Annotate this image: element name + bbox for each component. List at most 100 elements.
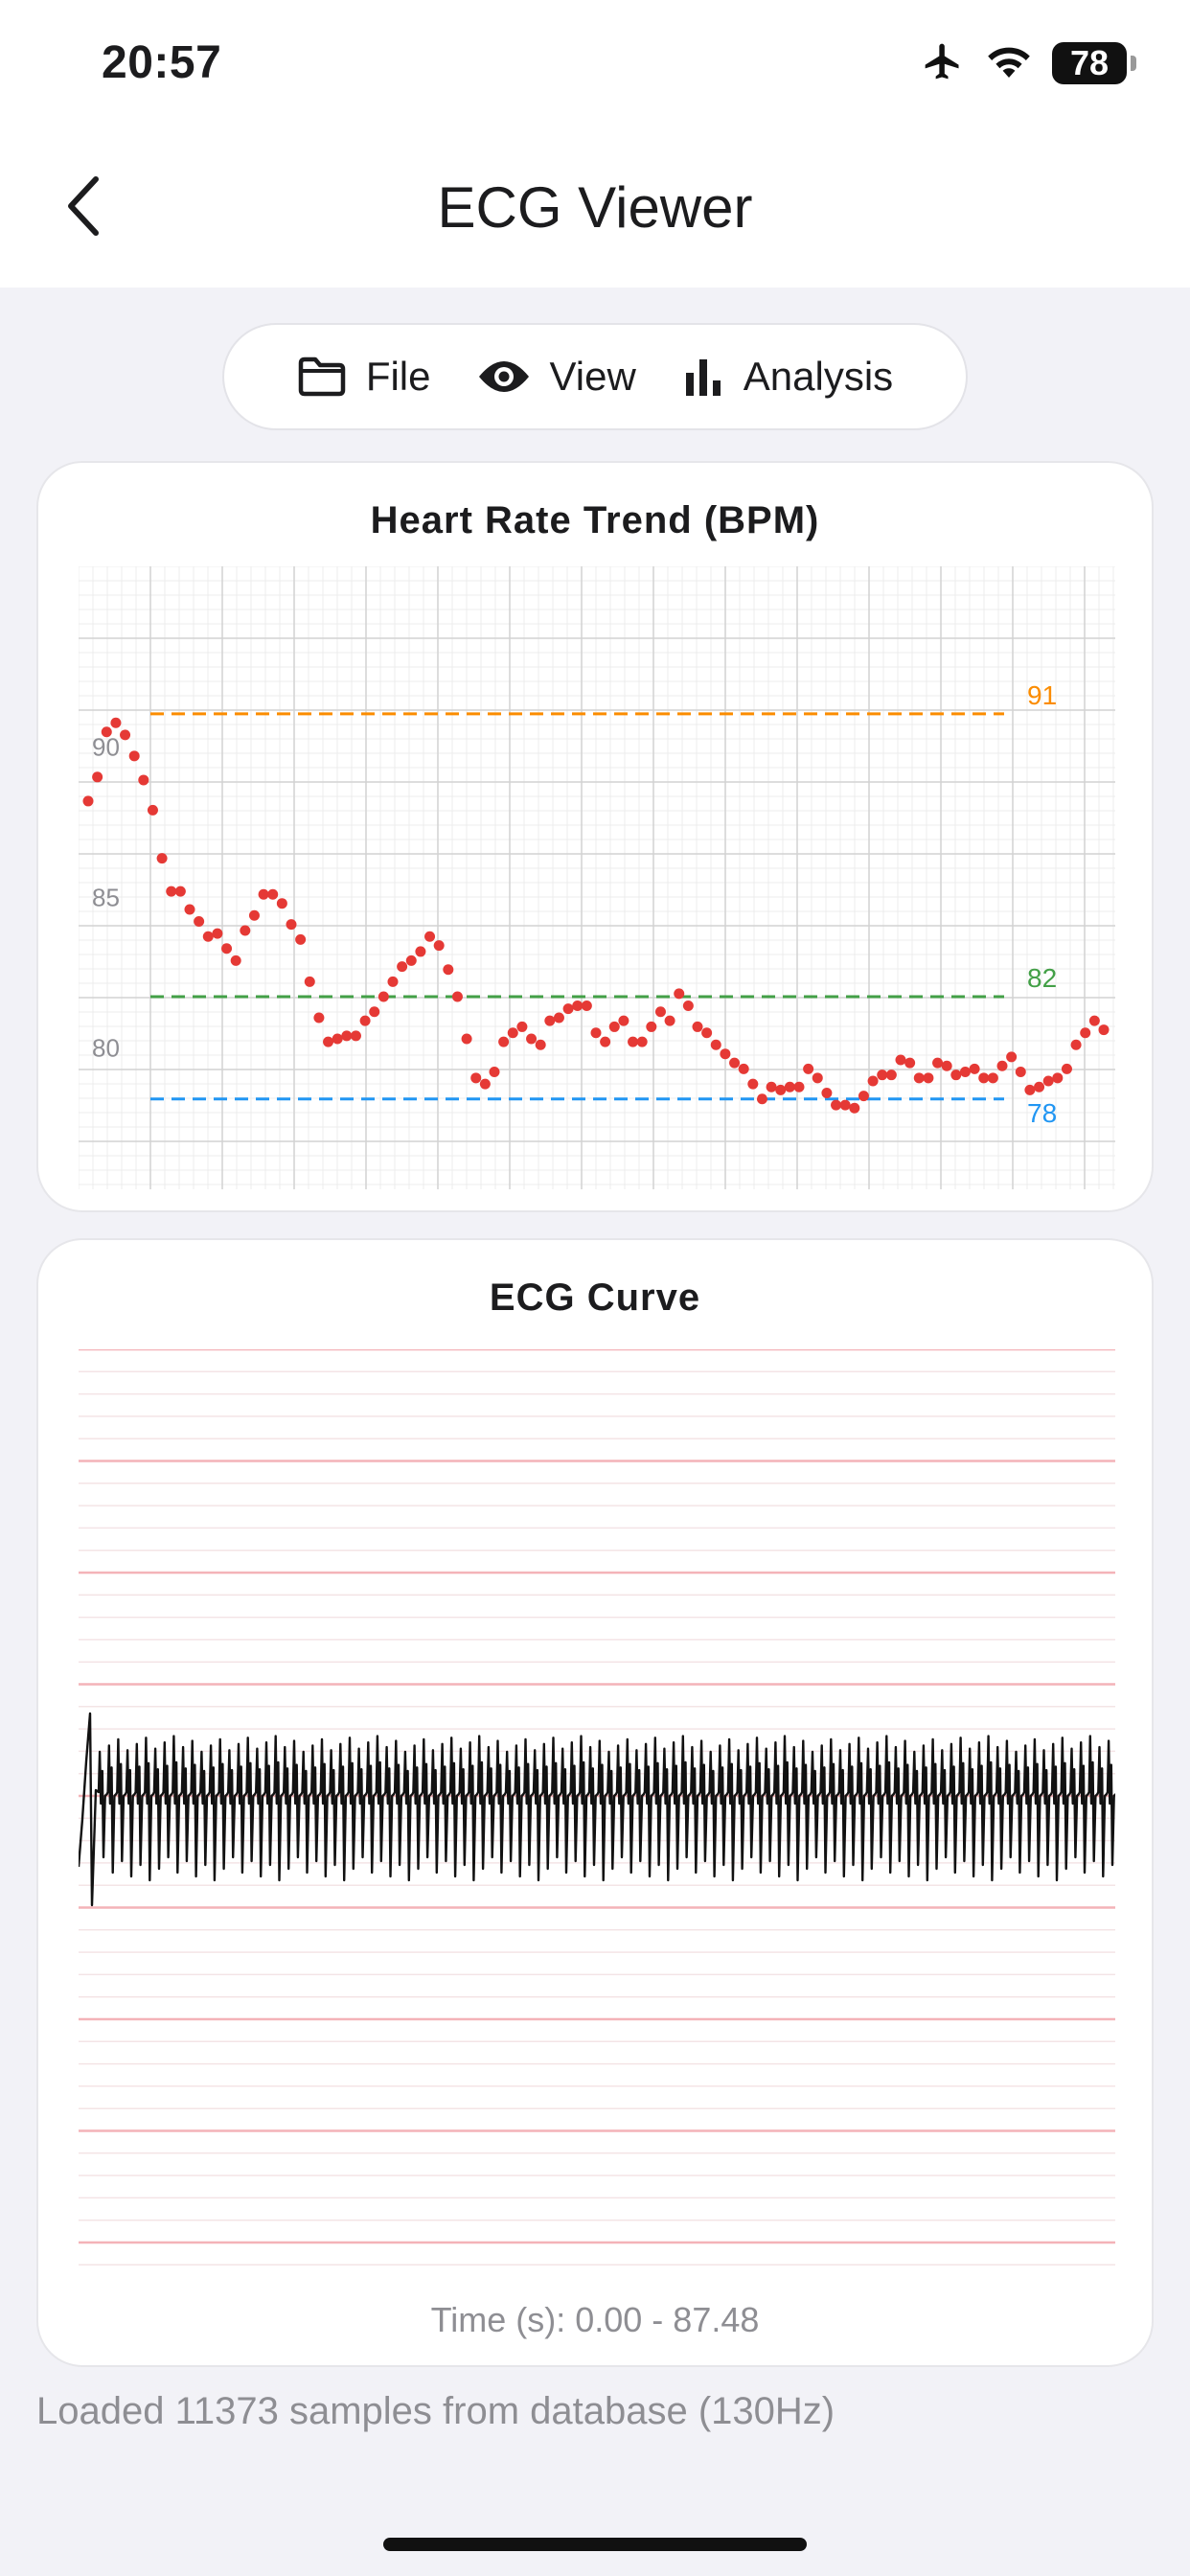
chevron-left-icon <box>68 176 99 236</box>
hr-data-point <box>120 729 131 741</box>
hr-data-point <box>313 1012 325 1024</box>
hr-data-point <box>194 916 205 928</box>
hr-data-point <box>424 931 436 942</box>
hr-data-point <box>387 976 399 987</box>
hr-data-point <box>923 1072 934 1084</box>
hr-data-point <box>553 1012 564 1024</box>
hr-data-point <box>147 804 158 816</box>
heart-rate-card: Heart Rate Trend (BPM) 80 85 90 91 82 78 <box>36 461 1154 1212</box>
hr-data-point <box>350 1030 361 1042</box>
hr-data-point <box>756 1093 767 1105</box>
hr-data-point <box>913 1072 925 1084</box>
analysis-button[interactable]: Analysis <box>682 354 893 400</box>
battery-icon: 78 <box>1052 42 1136 84</box>
hr-data-point <box>276 898 287 909</box>
home-indicator[interactable] <box>383 2538 807 2551</box>
bar-chart-icon <box>685 359 721 396</box>
hr-data-point <box>590 1027 602 1039</box>
hr-data-point <box>230 954 241 966</box>
reference-line-label: 91 <box>1027 680 1057 710</box>
hr-data-point <box>885 1070 897 1081</box>
hr-data-point <box>1080 1027 1091 1039</box>
hr-data-point <box>359 1015 371 1026</box>
ecg-chart <box>79 1349 1115 2266</box>
hr-data-point <box>636 1036 648 1047</box>
hr-data-point <box>821 1088 833 1099</box>
hr-data-point <box>1006 1051 1018 1063</box>
hr-data-point <box>92 771 103 783</box>
hr-data-point <box>1070 1039 1082 1050</box>
hr-data-point <box>451 991 463 1002</box>
hr-data-point <box>877 1070 888 1081</box>
reference-line-label: 82 <box>1027 963 1057 993</box>
hr-data-point <box>654 1006 666 1018</box>
status-message: Loaded 11373 samples from database (130H… <box>36 2390 835 2432</box>
hr-data-point <box>720 1048 731 1060</box>
hr-data-point <box>369 1006 380 1018</box>
hr-data-point <box>831 1099 842 1111</box>
y-tick-label: 90 <box>92 732 120 761</box>
hr-data-point <box>221 943 233 954</box>
hr-data-point <box>738 1063 749 1074</box>
hr-data-point <box>895 1054 906 1066</box>
hr-data-point <box>1088 1015 1100 1026</box>
hr-data-point <box>323 1036 334 1047</box>
file-label: File <box>365 354 431 399</box>
view-button[interactable]: View <box>477 354 636 400</box>
hr-data-point <box>498 1036 510 1047</box>
eye-icon <box>478 361 529 392</box>
hr-data-point <box>248 909 260 921</box>
hr-data-point <box>507 1027 518 1039</box>
hr-data-point <box>470 1072 482 1084</box>
hr-data-point <box>156 853 168 864</box>
hr-data-point <box>701 1027 713 1039</box>
hr-data-point <box>1034 1081 1045 1092</box>
hr-data-point <box>378 991 389 1002</box>
analysis-label: Analysis <box>743 354 894 399</box>
wifi-icon <box>985 42 1033 85</box>
hr-data-point <box>101 726 112 738</box>
hr-data-point <box>562 1003 574 1015</box>
hr-data-point <box>839 1099 851 1111</box>
hr-data-point <box>747 1078 759 1090</box>
hr-data-point <box>415 946 426 957</box>
hr-data-point <box>867 1075 879 1087</box>
hr-data-point <box>544 1015 556 1026</box>
hr-data-point <box>332 1033 343 1045</box>
hr-data-point <box>1015 1067 1026 1078</box>
hr-data-point <box>996 1060 1008 1071</box>
hr-data-point <box>849 1102 860 1114</box>
hr-data-point <box>341 1030 353 1042</box>
hr-data-point <box>1098 1024 1110 1036</box>
hr-data-point <box>461 1033 472 1045</box>
hr-data-point <box>904 1057 916 1069</box>
hr-data-point <box>987 1072 998 1084</box>
hr-data-point <box>775 1084 787 1095</box>
hr-data-point <box>784 1081 795 1092</box>
hr-data-point <box>1061 1063 1072 1074</box>
page-title: ECG Viewer <box>437 175 753 240</box>
hr-data-point <box>646 1021 657 1032</box>
view-label: View <box>549 354 636 399</box>
hr-data-point <box>138 774 149 786</box>
hr-data-point <box>572 1000 584 1011</box>
file-button[interactable]: File <box>297 354 431 400</box>
hr-chart-title: Heart Rate Trend (BPM) <box>370 499 820 541</box>
hr-data-point <box>166 886 177 897</box>
hr-data-point <box>267 888 279 900</box>
toolbar: File View Analysis <box>222 323 968 430</box>
hr-data-point <box>950 1070 962 1081</box>
folder-icon <box>298 356 346 397</box>
hr-data-point <box>535 1039 546 1050</box>
hr-data-point <box>128 750 140 762</box>
hr-data-point <box>932 1057 944 1069</box>
hr-data-point <box>202 931 214 942</box>
hr-data-point <box>258 888 269 900</box>
back-button[interactable] <box>56 171 113 242</box>
hr-data-point <box>82 795 94 807</box>
hr-data-point <box>858 1091 869 1102</box>
hr-data-point <box>729 1057 741 1069</box>
hr-data-point <box>405 954 417 966</box>
hr-data-point <box>664 1015 675 1026</box>
airplane-icon <box>920 40 966 87</box>
